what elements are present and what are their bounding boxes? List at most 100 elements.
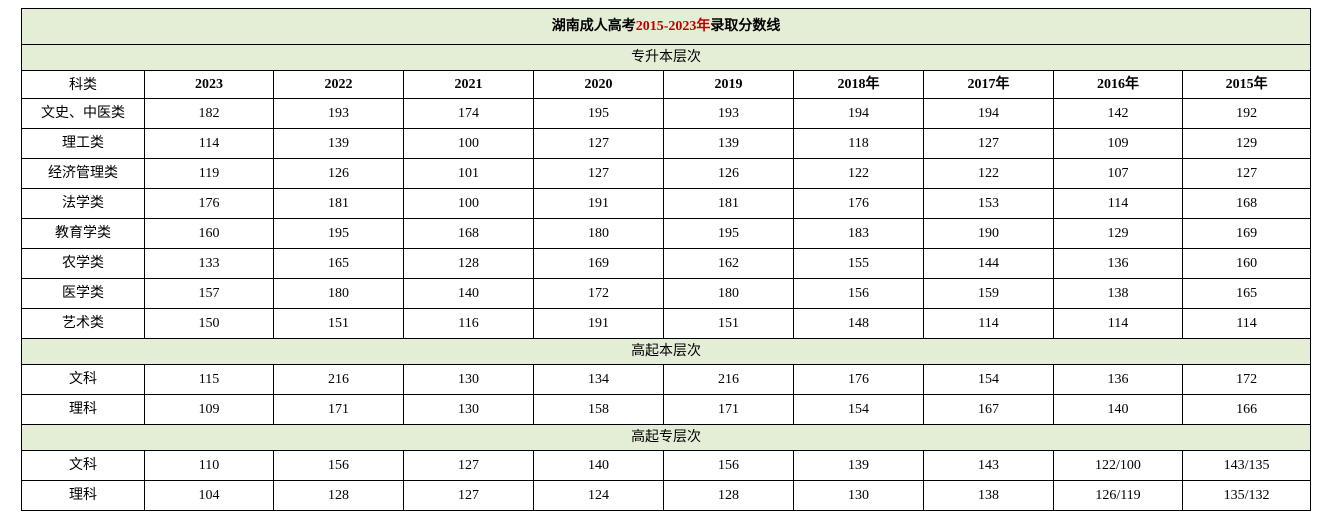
data-cell: 128: [273, 480, 404, 511]
column-header-category: 科类: [21, 70, 145, 99]
data-cell: 114: [144, 128, 274, 159]
data-cell: 159: [923, 278, 1054, 309]
data-cell: 151: [663, 308, 794, 339]
data-cell: 127: [403, 480, 534, 511]
data-cell: 157: [144, 278, 274, 309]
data-cell: 101: [403, 158, 534, 189]
table-row: 法学类 176 181 100 191 181 176 153 114 168: [21, 188, 1312, 219]
data-cell: 130: [403, 394, 534, 425]
data-cell: 216: [273, 364, 404, 395]
table-row: 艺术类 150 151 116 191 151 148 114 114 114: [21, 308, 1312, 339]
section-title-gaoqiben: 高起本层次: [20, 338, 1312, 365]
data-cell: 127: [533, 128, 664, 159]
data-cell: 195: [273, 218, 404, 249]
data-cell: 216: [663, 364, 794, 395]
row-label: 文史、中医类: [21, 98, 145, 129]
data-cell: 109: [1053, 128, 1183, 159]
data-cell: 156: [793, 278, 924, 309]
title-suffix: 录取分数线: [710, 18, 781, 34]
title-prefix: 湖南成人高考: [551, 18, 636, 34]
data-cell: 114: [1053, 308, 1183, 339]
data-cell: 118: [793, 128, 924, 159]
data-cell: 107: [1053, 158, 1183, 189]
data-cell: 171: [273, 394, 404, 425]
table-row: 医学类 157 180 140 172 180 156 159 138 165: [21, 278, 1312, 309]
data-cell: 143: [923, 450, 1054, 481]
column-header-row: 科类 2023 2022 2021 2020 2019 2018年 2017年 …: [21, 70, 1312, 99]
table-row: 文科 110 156 127 140 156 139 143 122/100 1…: [21, 450, 1312, 481]
data-cell: 171: [663, 394, 794, 425]
data-cell: 158: [533, 394, 664, 425]
data-cell: 126/119: [1053, 480, 1183, 511]
section-title-zhuanshengben: 专升本层次: [20, 44, 1312, 71]
data-cell: 126: [273, 158, 404, 189]
data-cell: 194: [793, 98, 924, 129]
data-cell: 162: [663, 248, 794, 279]
data-cell: 129: [1053, 218, 1183, 249]
data-cell: 183: [793, 218, 924, 249]
data-cell: 156: [663, 450, 794, 481]
title-years: 2015-2023年: [635, 18, 711, 34]
title-row: 湖南成人高考2015-2023年录取分数线: [20, 8, 1312, 45]
table-row: 理科 109 171 130 158 171 154 167 140 166: [21, 394, 1312, 425]
data-cell: 139: [273, 128, 404, 159]
data-cell: 133: [144, 248, 274, 279]
column-header-2022: 2022: [273, 70, 404, 99]
column-header-2020: 2020: [533, 70, 664, 99]
data-cell: 195: [533, 98, 664, 129]
data-cell: 127: [533, 158, 664, 189]
data-cell: 167: [923, 394, 1054, 425]
data-cell: 127: [403, 450, 534, 481]
data-cell: 114: [1053, 188, 1183, 219]
row-label: 艺术类: [21, 308, 145, 339]
column-header-2015: 2015年: [1181, 70, 1312, 99]
data-cell: 136: [1053, 364, 1183, 395]
data-cell: 154: [793, 394, 924, 425]
row-label: 理工类: [21, 128, 145, 159]
data-cell: 129: [1181, 128, 1312, 159]
data-cell: 130: [403, 364, 534, 395]
data-cell: 142: [1053, 98, 1183, 129]
data-cell: 115: [144, 364, 274, 395]
column-header-2021: 2021: [403, 70, 534, 99]
data-cell: 182: [144, 98, 274, 129]
data-cell: 172: [1181, 364, 1312, 395]
table-row: 农学类 133 165 128 169 162 155 144 136 160: [21, 248, 1312, 279]
data-cell: 169: [533, 248, 664, 279]
data-cell: 114: [1181, 308, 1312, 339]
data-cell: 160: [144, 218, 274, 249]
data-cell: 191: [533, 188, 664, 219]
row-label: 农学类: [21, 248, 145, 279]
data-cell: 165: [273, 248, 404, 279]
section-header-row: 高起专层次: [20, 424, 1312, 451]
data-cell: 138: [923, 480, 1054, 511]
column-header-2016: 2016年: [1053, 70, 1183, 99]
data-cell: 180: [273, 278, 404, 309]
row-label: 经济管理类: [21, 158, 145, 189]
data-cell: 176: [793, 188, 924, 219]
data-cell: 176: [144, 188, 274, 219]
data-cell: 143/135: [1181, 450, 1312, 481]
data-cell: 130: [793, 480, 924, 511]
row-label: 文科: [21, 450, 145, 481]
data-cell: 151: [273, 308, 404, 339]
data-cell: 110: [144, 450, 274, 481]
data-cell: 190: [923, 218, 1054, 249]
data-cell: 150: [144, 308, 274, 339]
score-table-body: 湖南成人高考2015-2023年录取分数线 专升本层次 科类 2023 2022…: [20, 8, 1312, 511]
score-table: 湖南成人高考2015-2023年录取分数线 专升本层次 科类 2023 2022…: [20, 8, 1312, 511]
data-cell: 122/100: [1053, 450, 1183, 481]
data-cell: 156: [273, 450, 404, 481]
table-row: 理科 104 128 127 124 128 130 138 126/119 1…: [21, 480, 1312, 511]
column-header-2019: 2019: [663, 70, 794, 99]
data-cell: 172: [533, 278, 664, 309]
data-cell: 168: [1181, 188, 1312, 219]
data-cell: 160: [1181, 248, 1312, 279]
column-header-2017: 2017年: [923, 70, 1054, 99]
data-cell: 140: [403, 278, 534, 309]
data-cell: 109: [144, 394, 274, 425]
data-cell: 119: [144, 158, 274, 189]
column-header-2018: 2018年: [793, 70, 924, 99]
table-row: 经济管理类 119 126 101 127 126 122 122 107 12…: [21, 158, 1312, 189]
